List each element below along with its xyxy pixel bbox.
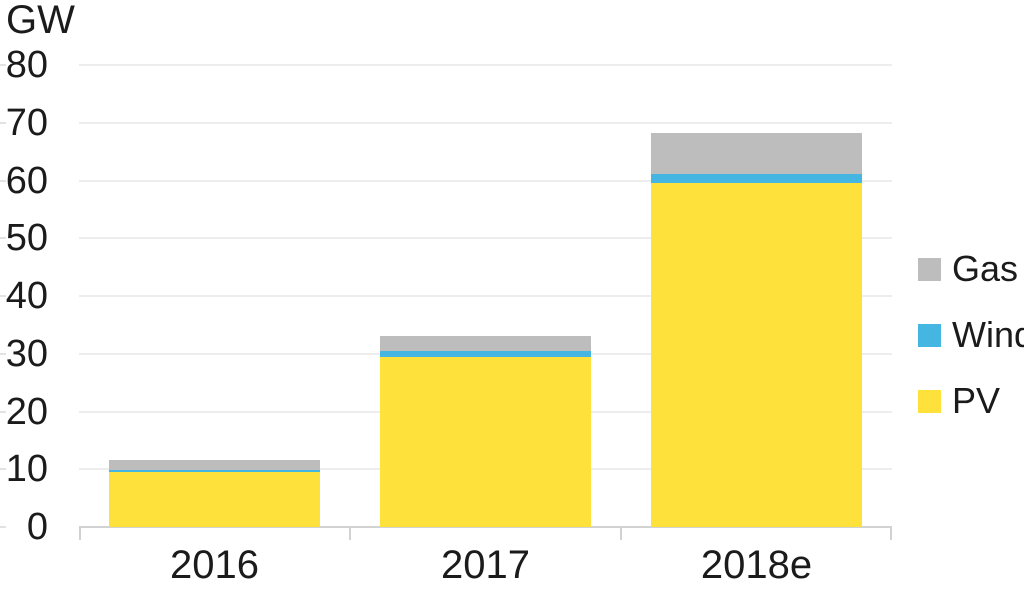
x-axis-tick-mark — [349, 527, 351, 540]
y-axis-unit-label: GW — [6, 0, 75, 42]
y-tick-label-30: 30 — [5, 332, 48, 375]
y-tick-label-50: 50 — [5, 217, 48, 260]
gridline-50 — [79, 237, 892, 240]
x-category-label-2018e: 2018e — [700, 543, 813, 587]
y-tick-label-60: 60 — [5, 159, 48, 202]
x-axis-line — [79, 526, 892, 528]
gridline-80 — [79, 64, 892, 66]
y-axis-tick-mark — [0, 526, 6, 528]
bar-2016 — [109, 460, 320, 527]
bar-cell-2017 — [350, 65, 621, 527]
x-axis-tick-mark — [620, 527, 622, 540]
bar-cell-2018e — [621, 65, 892, 527]
legend-label-gas: Gas — [952, 248, 1019, 289]
x-category-label-2017: 2017 — [441, 543, 530, 587]
legend: Gas Wind PV — [918, 251, 1024, 449]
legend-label-pv: PV — [952, 380, 1001, 421]
legend-swatch-pv — [918, 389, 941, 413]
legend-item-wind: Wind — [918, 317, 1024, 353]
bar-segment-2018e-gas — [651, 133, 862, 174]
y-tick-label-40: 40 — [5, 275, 48, 317]
x-axis-category-labels: 2016 2017 2018e — [79, 545, 892, 585]
y-axis-tick-mark — [0, 410, 6, 413]
y-tick-label-80: 80 — [5, 44, 48, 86]
legend-label-wind: Wind — [952, 314, 1024, 355]
plot-area — [79, 64, 892, 540]
bar-cell-2016 — [79, 65, 350, 527]
y-tick-label-10: 10 — [5, 448, 48, 491]
legend-item-pv: PV — [918, 383, 1024, 419]
bar-segment-2016-pv — [109, 472, 320, 527]
x-category-label-2016: 2016 — [170, 543, 259, 587]
bar-segment-2018e-pv — [651, 183, 862, 527]
legend-item-gas: Gas — [918, 251, 1024, 287]
bar-segment-2017-wind — [380, 350, 591, 357]
x-axis-tick-mark — [79, 527, 81, 540]
y-tick-label-70: 70 — [5, 101, 48, 144]
y-axis-tick-mark — [0, 352, 6, 355]
bar-segment-2017-gas — [380, 336, 591, 351]
bar-segment-2018e-wind — [651, 173, 862, 184]
y-axis-tick-mark — [0, 237, 6, 240]
y-axis-tick-mark — [0, 64, 6, 66]
gridline-70 — [79, 121, 892, 124]
y-axis-tick-mark — [0, 468, 6, 471]
y-axis-tick-mark — [0, 121, 6, 124]
bar-segment-2017-pv — [380, 356, 591, 527]
x-axis-tick-mark — [890, 527, 892, 540]
y-axis-tick-labels: 0 10 20 30 40 50 60 70 80 — [0, 46, 48, 546]
y-axis-tick-mark — [0, 295, 6, 297]
gridline-40 — [79, 295, 892, 297]
bar-segment-2016-wind — [109, 469, 320, 473]
y-axis-tick-mark — [0, 179, 6, 182]
legend-swatch-wind — [918, 323, 941, 347]
y-tick-label-0: 0 — [26, 506, 48, 548]
gridline-60 — [79, 179, 892, 182]
legend-swatch-gas — [918, 257, 941, 281]
y-tick-label-20: 20 — [5, 390, 48, 433]
bar-2017 — [380, 336, 591, 527]
bar-segment-2016-gas — [109, 460, 320, 470]
bar-2018e — [651, 133, 862, 527]
